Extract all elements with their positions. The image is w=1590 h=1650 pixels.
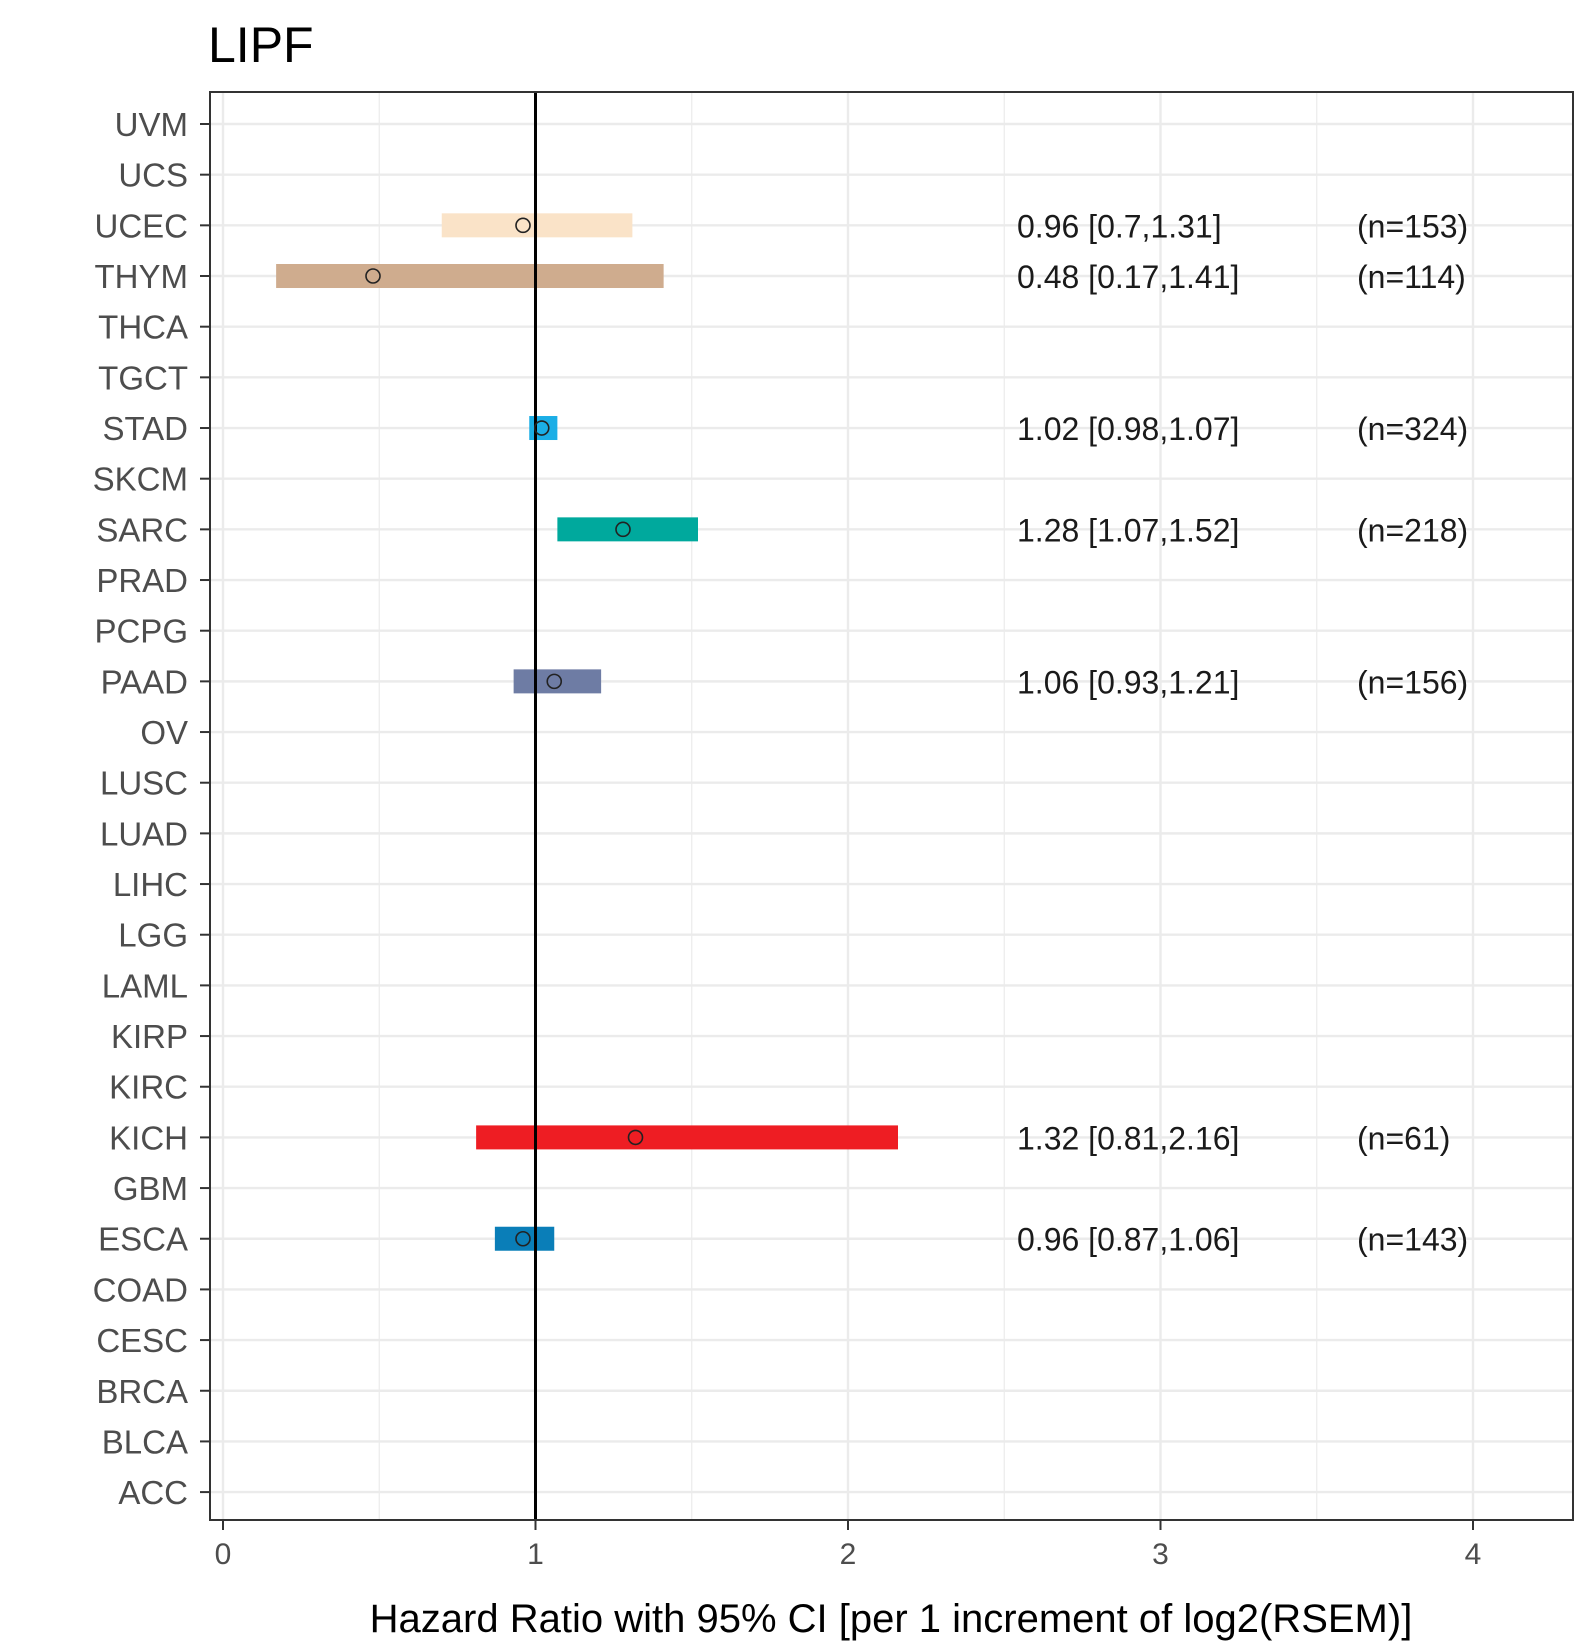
y-tick-label: THYM <box>95 258 189 295</box>
x-tick-label: 4 <box>1465 1538 1482 1571</box>
n-label-paad: (n=156) <box>1357 664 1468 700</box>
y-tick-label: PCPG <box>94 613 188 650</box>
y-tick-label: UCS <box>118 157 188 194</box>
hr-label-sarc: 1.28 [1.07,1.52] <box>1017 512 1239 548</box>
grid <box>210 92 1573 1520</box>
y-tick-label: SKCM <box>93 461 188 498</box>
y-tick-label: LGG <box>118 917 188 954</box>
hr-label-stad: 1.02 [0.98,1.07] <box>1017 411 1239 447</box>
n-label-ucec: (n=153) <box>1357 208 1468 244</box>
ci-bar-ucec <box>441 213 633 238</box>
chart-title: LIPF <box>208 17 314 73</box>
y-tick-label: SARC <box>96 511 188 548</box>
y-tick-label: TGCT <box>98 359 188 396</box>
y-tick-label: LUSC <box>100 765 188 802</box>
annotations: 0.96 [0.7,1.31] (n=153) 0.48 [0.17,1.41] (n… <box>1017 208 1468 1257</box>
y-tick-label: ACC <box>118 1474 188 1511</box>
y-tick-label: UCEC <box>94 207 188 244</box>
y-tick-label: BRCA <box>96 1373 188 1410</box>
n-label-esca: (n=143) <box>1357 1222 1468 1258</box>
x-tick-label: 3 <box>1152 1538 1169 1571</box>
x-tick-label: 2 <box>840 1538 857 1571</box>
y-tick-label: BLCA <box>102 1423 188 1460</box>
hr-label-thym: 0.48 [0.17,1.41] <box>1017 259 1239 295</box>
y-tick-label: OV <box>140 714 188 751</box>
ci-bar-stad <box>529 416 558 441</box>
hr-point-ucec <box>515 217 531 234</box>
x-axis-label: Hazard Ratio with 95% CI [per 1 incremen… <box>370 1597 1413 1641</box>
ci-bar-thym <box>276 264 664 289</box>
n-label-stad: (n=324) <box>1357 411 1468 447</box>
y-tick-label: KICH <box>109 1119 188 1156</box>
hr-point-paad <box>546 673 563 690</box>
y-tick-label: STAD <box>102 410 188 447</box>
x-axis: 0 1 2 3 4 <box>215 1520 1482 1571</box>
x-tick-label: 1 <box>527 1538 544 1571</box>
panel-border <box>209 91 1574 1521</box>
y-tick-label: PAAD <box>101 663 188 700</box>
y-tick-label: LUAD <box>100 815 188 852</box>
n-label-sarc: (n=218) <box>1357 512 1468 548</box>
hr-label-kich: 1.32 [0.81,2.16] <box>1017 1120 1239 1156</box>
y-tick-label: KIRC <box>109 1069 188 1106</box>
x-tick-label: 0 <box>215 1538 232 1571</box>
ci-bar-paad <box>513 669 602 694</box>
hr-point-kich <box>627 1129 644 1146</box>
n-label-thym: (n=114) <box>1357 259 1466 295</box>
y-tick-label: ESCA <box>98 1221 188 1258</box>
hr-label-ucec: 0.96 [0.7,1.31] <box>1017 208 1222 244</box>
y-tick-label: UVM <box>115 106 188 143</box>
ci-bar-esca <box>494 1226 555 1251</box>
hr-point-sarc <box>615 521 631 538</box>
hr-point-thym <box>365 268 381 284</box>
ci-bar-kich <box>476 1125 898 1150</box>
hr-point-stad <box>533 420 550 436</box>
hr-points <box>365 217 644 1247</box>
ci-bar-sarc <box>557 517 698 542</box>
y-axis: UVM UCS UCEC THYM THCA TGCT STAD SKCM SARC PRAD PC… <box>93 106 210 1511</box>
hr-label-esca: 0.96 [0.87,1.06] <box>1017 1222 1239 1258</box>
y-tick-label: KIRP <box>111 1018 188 1055</box>
hr-point-esca <box>515 1230 531 1247</box>
y-tick-label: CESC <box>96 1322 188 1359</box>
ci-bars <box>276 213 898 1251</box>
hr-label-paad: 1.06 [0.93,1.21] <box>1017 664 1239 700</box>
y-tick-label: COAD <box>93 1271 188 1308</box>
y-tick-label: PRAD <box>96 562 188 599</box>
y-tick-label: GBM <box>113 1170 188 1207</box>
y-tick-label: LIHC <box>113 866 188 903</box>
y-tick-label: LAML <box>102 967 188 1004</box>
y-tick-label: THCA <box>98 309 188 346</box>
n-label-kich: (n=61) <box>1357 1120 1450 1156</box>
